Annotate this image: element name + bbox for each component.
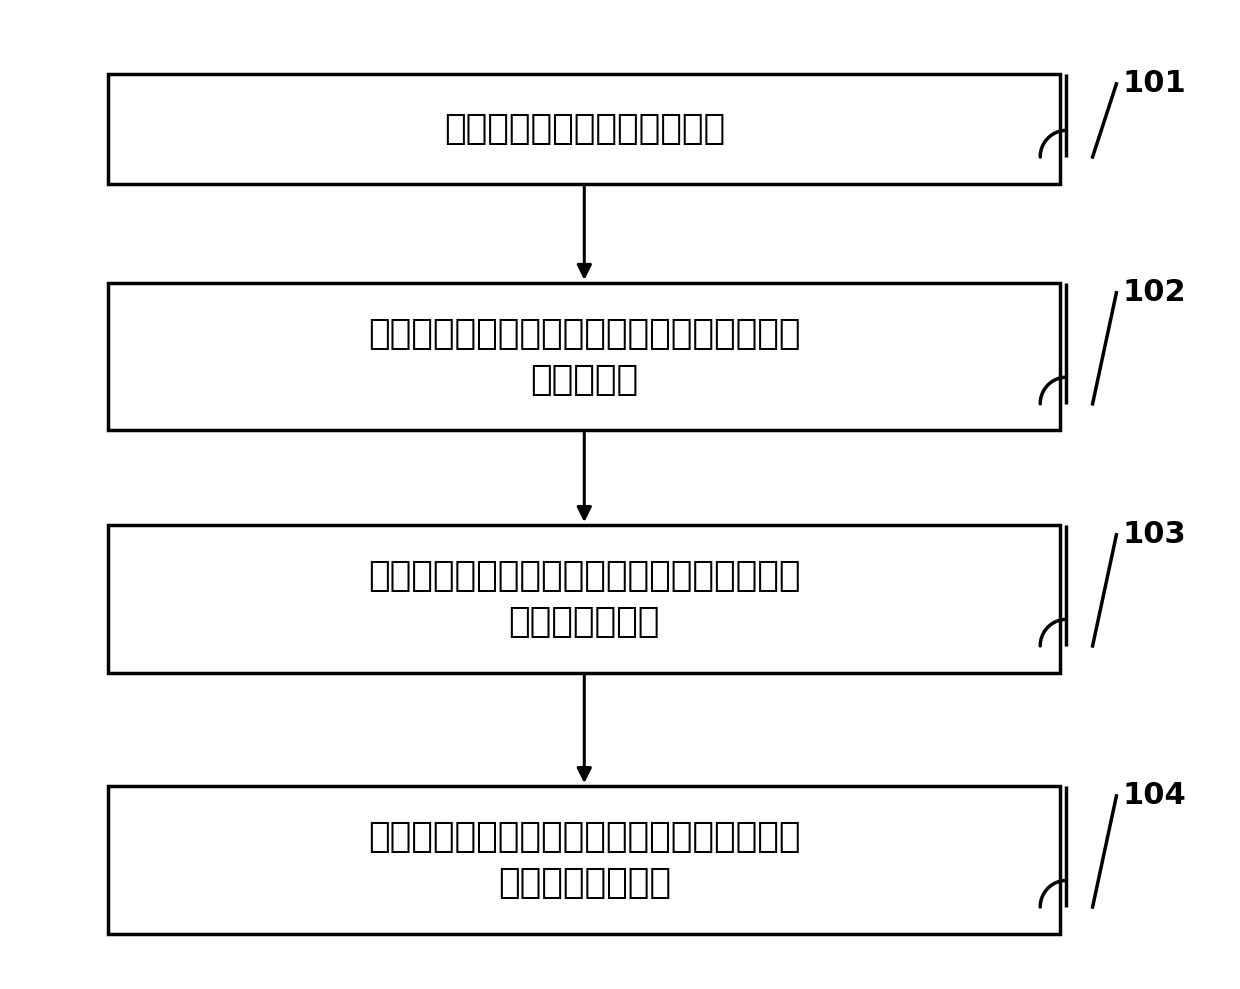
Text: 根据所述移动速度和采集的当前间距，确定是: 根据所述移动速度和采集的当前间距，确定是 <box>368 559 801 593</box>
Text: 103: 103 <box>1122 520 1185 549</box>
Text: 否满足点亮条件: 否满足点亮条件 <box>508 604 660 639</box>
Text: 在采集的间距达到第一设定距离时，获取用户: 在采集的间距达到第一设定距离时，获取用户 <box>368 317 801 351</box>
Bar <box>108 283 1060 430</box>
Text: 102: 102 <box>1122 278 1185 308</box>
Bar <box>108 786 1060 934</box>
Text: 的屏幕至设定亮度: 的屏幕至设定亮度 <box>497 865 671 900</box>
Text: 104: 104 <box>1122 781 1187 810</box>
Text: 的移动速度: 的移动速度 <box>531 363 639 397</box>
Text: 采集线控器与用户之间的间距: 采集线控器与用户之间的间距 <box>444 112 725 146</box>
Text: 在确定满足所述点亮条件时，点亮所述线控器: 在确定满足所述点亮条件时，点亮所述线控器 <box>368 820 801 854</box>
Bar <box>108 525 1060 673</box>
Text: 101: 101 <box>1122 69 1187 98</box>
Bar <box>108 74 1060 184</box>
